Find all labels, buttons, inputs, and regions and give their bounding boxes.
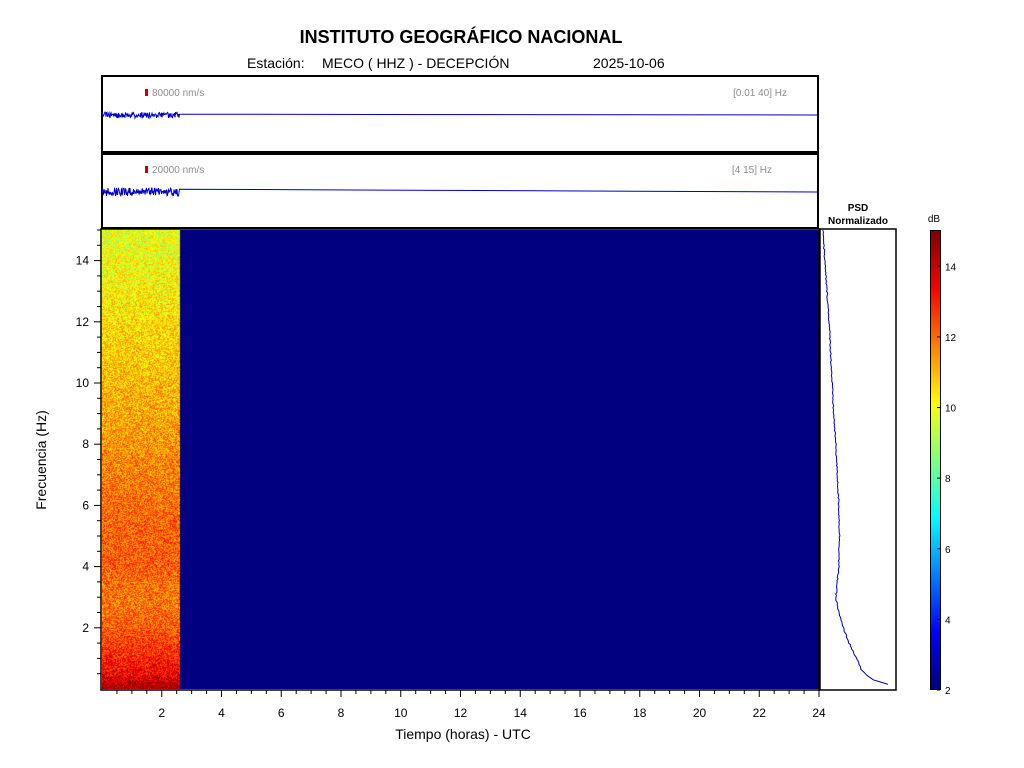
x-tick-label: 16	[573, 706, 587, 720]
psd-panel: PSD Normalizado	[819, 203, 897, 691]
y-tick-label: 6	[82, 498, 89, 512]
colorbar-tick-label: 6	[945, 545, 951, 556]
colorbar-tick-label: 4	[945, 615, 951, 626]
y-axis-label: Frecuencia (Hz)	[33, 410, 49, 510]
colorbar: dB 2 4 6 8 10 12 14	[928, 214, 957, 697]
spectrogram-heatmap	[102, 230, 819, 689]
station-name: MECO ( HHZ ) - DECEPCIÓN	[322, 55, 510, 71]
trace-waveform	[101, 186, 818, 197]
x-tick-label: 6	[278, 706, 285, 720]
x-tick-label: 8	[338, 706, 345, 720]
psd-frame	[819, 228, 897, 691]
y-tick-label: 10	[76, 376, 90, 390]
x-tick-label: 2	[158, 706, 165, 720]
colorbar-gradient	[931, 231, 940, 690]
psd-title: PSD	[848, 203, 869, 214]
colorbar-tick-label: 10	[945, 404, 957, 415]
page-title: INSTITUTO GEOGRÁFICO NACIONAL	[299, 27, 623, 47]
x-tick-label: 10	[394, 706, 408, 720]
y-tick-label: 2	[82, 621, 89, 635]
x-tick-label: 4	[218, 706, 225, 720]
colorbar-tick-label: 12	[945, 333, 957, 344]
trace-band-label: [0.01 40] Hz	[733, 88, 787, 99]
psd-subtitle: Normalizado	[828, 216, 888, 227]
date-label: 2025-10-06	[593, 55, 665, 71]
trace-waveform	[101, 110, 818, 120]
trace-scale-label: 20000 nm/s	[152, 165, 204, 176]
x-tick-label: 12	[454, 706, 468, 720]
x-axis: 2 4 6 8 10 12 14 16 18 20 22 24	[116, 690, 826, 720]
x-tick-label: 22	[753, 706, 767, 720]
x-axis-label: Tiempo (horas) - UTC	[395, 726, 531, 742]
trace-panel-filtered: 20000 nm/s [4 15] Hz	[101, 153, 819, 229]
x-tick-label: 18	[633, 706, 647, 720]
spectrogram-frame	[100, 228, 820, 691]
y-axis: 2 4 6 8 10 12 14	[76, 229, 101, 675]
station-prefix: Estación:	[247, 55, 305, 71]
trace-panel-broadband: 80000 nm/s [0.01 40] Hz	[101, 75, 819, 153]
y-tick-label: 4	[82, 560, 89, 574]
trace-scale-label: 80000 nm/s	[152, 88, 204, 99]
psd-curve	[822, 229, 889, 685]
y-tick-label: 12	[76, 315, 90, 329]
colorbar-ticks: 2 4 6 8 10 12 14	[937, 262, 957, 697]
colorbar-tick-label: 2	[945, 686, 951, 697]
scale-marker	[145, 89, 148, 96]
colorbar-tick-label: 8	[945, 474, 951, 485]
colorbar-frame	[930, 230, 941, 690]
x-tick-label: 14	[514, 706, 528, 720]
x-tick-label: 20	[693, 706, 707, 720]
trace-frame	[101, 153, 819, 229]
x-tick-label: 24	[812, 706, 826, 720]
trace-band-label: [4 15] Hz	[732, 165, 772, 176]
station-subtitle: Estación: MECO ( HHZ ) - DECEPCIÓN 2025-…	[0, 55, 1024, 75]
colorbar-unit: dB	[928, 214, 941, 225]
colorbar-tick-label: 14	[945, 262, 957, 273]
y-tick-label: 14	[76, 254, 90, 268]
y-tick-label: 8	[82, 437, 89, 451]
scale-marker	[145, 166, 148, 173]
